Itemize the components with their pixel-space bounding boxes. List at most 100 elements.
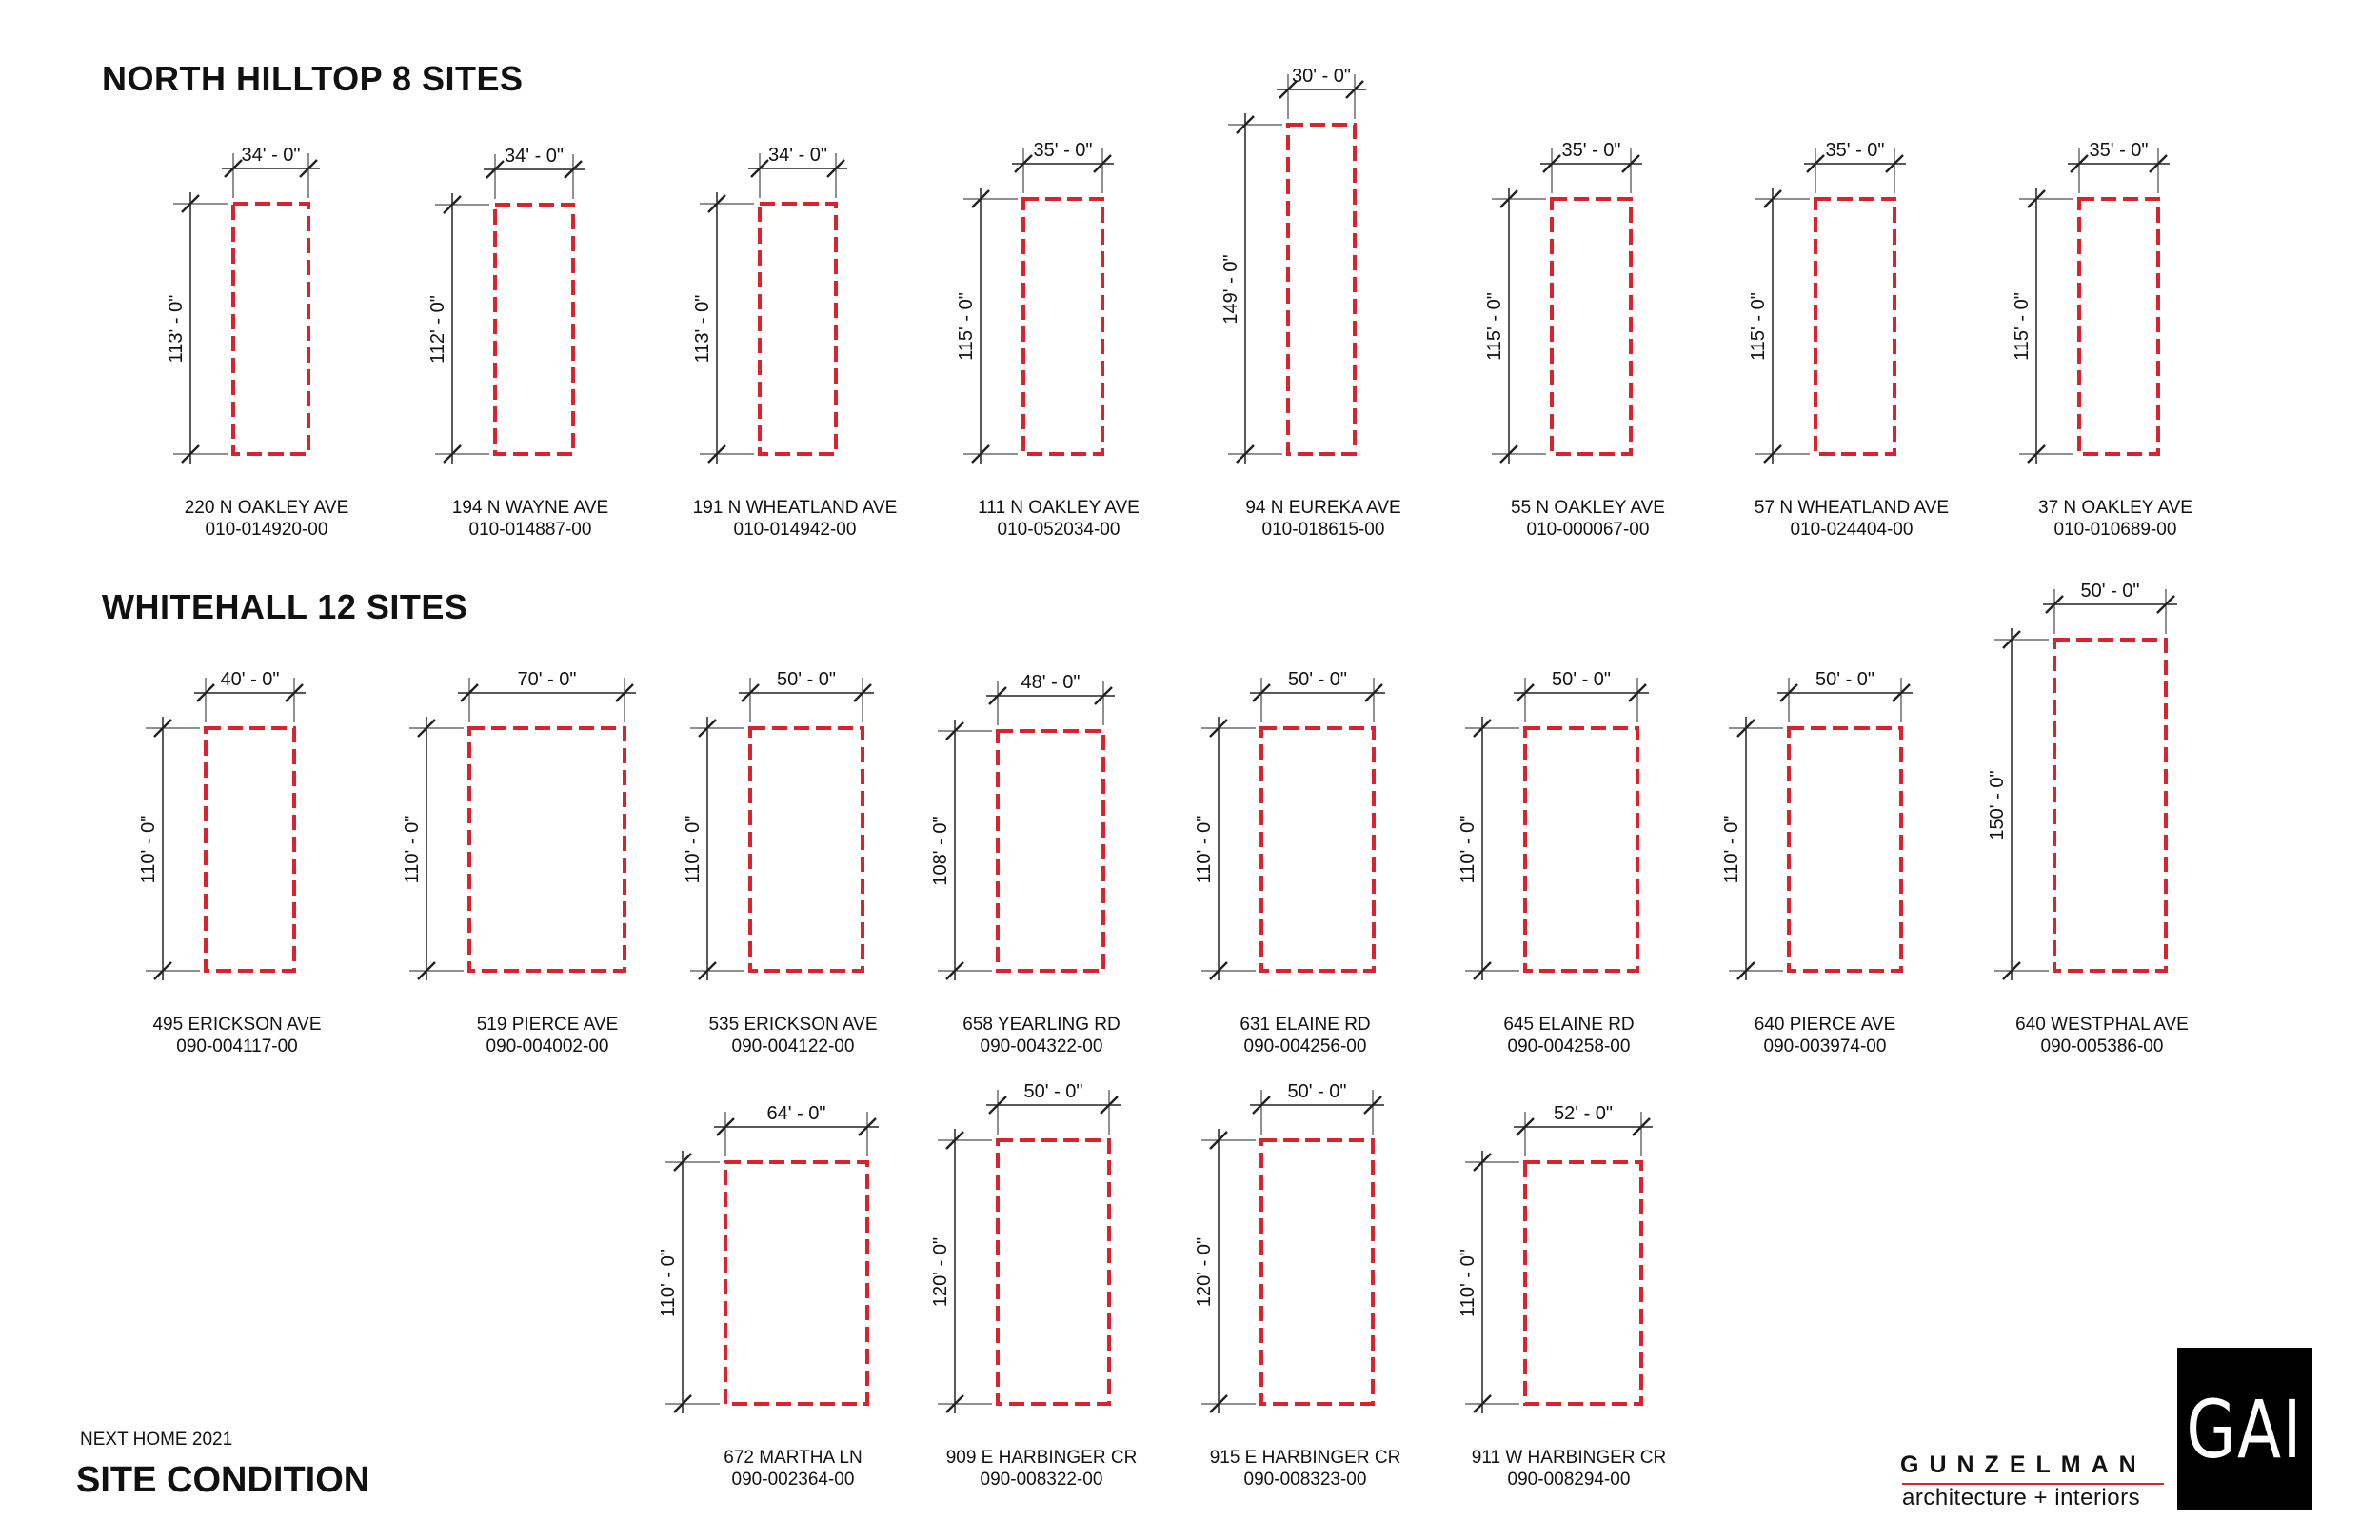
site-7-depth-tick-top xyxy=(1763,189,1782,208)
site-9-depth-label: 110' - 0" xyxy=(138,816,159,884)
site-11-boundary xyxy=(748,726,864,973)
site-9-width-label: 40' - 0" xyxy=(220,669,279,690)
site-6-parcel-number: 010-000067-00 xyxy=(1527,520,1650,540)
site-2-depth-tick-top xyxy=(443,195,462,214)
site-15-boundary xyxy=(1787,726,1903,973)
site-3-width-tick-right xyxy=(826,159,845,178)
site-17-depth-tick-bottom xyxy=(673,1394,692,1413)
site-15-width-tick-left xyxy=(1779,683,1798,702)
site-6-depth-label: 115' - 0" xyxy=(1484,292,1505,361)
site-11-depth-label: 110' - 0" xyxy=(683,816,704,884)
site-3-depth-label: 113' - 0" xyxy=(692,295,713,364)
site-7-depth-label: 115' - 0" xyxy=(1748,292,1769,361)
site-16-depth-tick-top xyxy=(2002,630,2021,649)
site-10-width-tick-right xyxy=(615,683,634,702)
site-18-width-label: 50' - 0" xyxy=(1023,1081,1082,1102)
site-12-depth-label: 108' - 0" xyxy=(930,816,951,885)
site-5-width-label: 30' - 0" xyxy=(1292,66,1351,87)
site-14-width-tick-right xyxy=(1628,683,1647,702)
site-2-depth-label: 112' - 0" xyxy=(427,295,448,364)
site-12-width-tick-right xyxy=(1094,686,1113,705)
site-16-boundary xyxy=(2053,638,2168,973)
site-8-parcel-number: 010-010689-00 xyxy=(2054,520,2177,540)
site-18-depth-label: 120' - 0" xyxy=(930,1237,951,1307)
site-13-depth-label: 110' - 0" xyxy=(1194,816,1215,884)
site-9-depth-tick-top xyxy=(153,719,172,738)
site-13-boundary xyxy=(1259,726,1376,973)
site-19-width-tick-left xyxy=(1252,1096,1271,1115)
site-1-width-tick-right xyxy=(299,159,318,178)
site-9-boundary xyxy=(204,726,296,973)
gai-logo: GAI xyxy=(2177,1348,2312,1510)
site-15-depth-tick-top xyxy=(1736,719,1755,738)
site-18-width-tick-right xyxy=(1100,1096,1119,1115)
site-15-width-label: 50' - 0" xyxy=(1815,669,1874,690)
site-17-depth-label: 110' - 0" xyxy=(658,1249,679,1317)
site-19-width-label: 50' - 0" xyxy=(1287,1081,1346,1102)
site-13-width-tick-left xyxy=(1252,683,1271,702)
site-15-depth-label: 110' - 0" xyxy=(1721,816,1742,884)
site-3-width-tick-left xyxy=(750,159,769,178)
site-10-depth-tick-bottom xyxy=(417,961,436,980)
site-11-parcel-number: 090-004122-00 xyxy=(732,1037,855,1056)
site-18-width-tick-left xyxy=(988,1096,1007,1115)
project-name: NEXT HOME 2021 xyxy=(80,1430,233,1450)
site-5-width-tick-left xyxy=(1279,80,1298,99)
site-15-parcel-number: 090-003974-00 xyxy=(1764,1037,1887,1056)
site-1-boundary xyxy=(231,202,310,456)
site-6-depth-tick-bottom xyxy=(1499,444,1518,464)
site-20-depth-tick-top xyxy=(1473,1153,1492,1172)
site-2-width-tick-left xyxy=(486,160,505,179)
site-8-address: 37 N OAKLEY AVE xyxy=(2038,498,2192,518)
site-9-width-tick-right xyxy=(285,683,304,702)
site-10-width-tick-left xyxy=(460,683,479,702)
site-6-width-tick-left xyxy=(1542,154,1561,173)
site-17-width-tick-left xyxy=(716,1117,735,1136)
site-6-depth-tick-top xyxy=(1499,189,1518,208)
site-10-depth-tick-top xyxy=(417,719,436,738)
site-6-address: 55 N OAKLEY AVE xyxy=(1511,498,1665,518)
site-3-boundary xyxy=(758,202,838,456)
site-13-depth-tick-top xyxy=(1209,719,1228,738)
site-6-boundary xyxy=(1550,197,1633,456)
site-16-width-tick-left xyxy=(2045,595,2064,614)
site-5-width-tick-right xyxy=(1345,80,1364,99)
site-2-width-label: 34' - 0" xyxy=(505,146,564,167)
site-12-parcel-number: 090-004322-00 xyxy=(981,1037,1103,1056)
site-14-depth-tick-bottom xyxy=(1473,961,1492,980)
site-11-width-tick-right xyxy=(853,683,872,702)
site-19-boundary xyxy=(1259,1138,1375,1406)
site-16-parcel-number: 090-005386-00 xyxy=(2041,1037,2164,1056)
site-16-depth-label: 150' - 0" xyxy=(1987,770,2008,839)
site-14-address: 645 ELAINE RD xyxy=(1503,1015,1634,1035)
site-10-width-label: 70' - 0" xyxy=(517,669,576,690)
site-7-width-label: 35' - 0" xyxy=(1825,140,1884,161)
site-5-depth-label: 149' - 0" xyxy=(1220,254,1241,324)
site-1-width-label: 34' - 0" xyxy=(241,145,300,166)
site-2-address: 194 N WAYNE AVE xyxy=(452,498,608,518)
site-11-width-label: 50' - 0" xyxy=(777,669,836,690)
site-10-address: 519 PIERCE AVE xyxy=(477,1015,619,1035)
site-8-boundary xyxy=(2077,197,2160,456)
site-13-parcel-number: 090-004256-00 xyxy=(1244,1037,1367,1056)
site-7-width-tick-right xyxy=(1885,154,1904,173)
site-5-address: 94 N EUREKA AVE xyxy=(1245,498,1400,518)
site-20-width-label: 52' - 0" xyxy=(1554,1103,1613,1124)
site-5-depth-tick-bottom xyxy=(1236,444,1255,464)
brand-name: GUNZELMAN xyxy=(1900,1451,2147,1478)
site-6-width-label: 35' - 0" xyxy=(1561,140,1620,161)
site-5-parcel-number: 010-018615-00 xyxy=(1262,520,1385,540)
site-10-depth-label: 110' - 0" xyxy=(402,816,423,884)
site-11-depth-tick-top xyxy=(698,719,717,738)
site-19-depth-tick-top xyxy=(1209,1131,1228,1150)
site-12-depth-tick-top xyxy=(945,721,964,740)
site-5-depth-tick-top xyxy=(1236,115,1255,134)
site-14-parcel-number: 090-004258-00 xyxy=(1508,1037,1631,1056)
site-1-address: 220 N OAKLEY AVE xyxy=(185,498,349,518)
section-title-north-hilltop: NORTH HILLTOP 8 SITES xyxy=(102,59,524,98)
site-7-address: 57 N WHEATLAND AVE xyxy=(1755,498,1949,518)
site-2-boundary xyxy=(493,203,575,456)
site-16-address: 640 WESTPHAL AVE xyxy=(2015,1015,2189,1035)
